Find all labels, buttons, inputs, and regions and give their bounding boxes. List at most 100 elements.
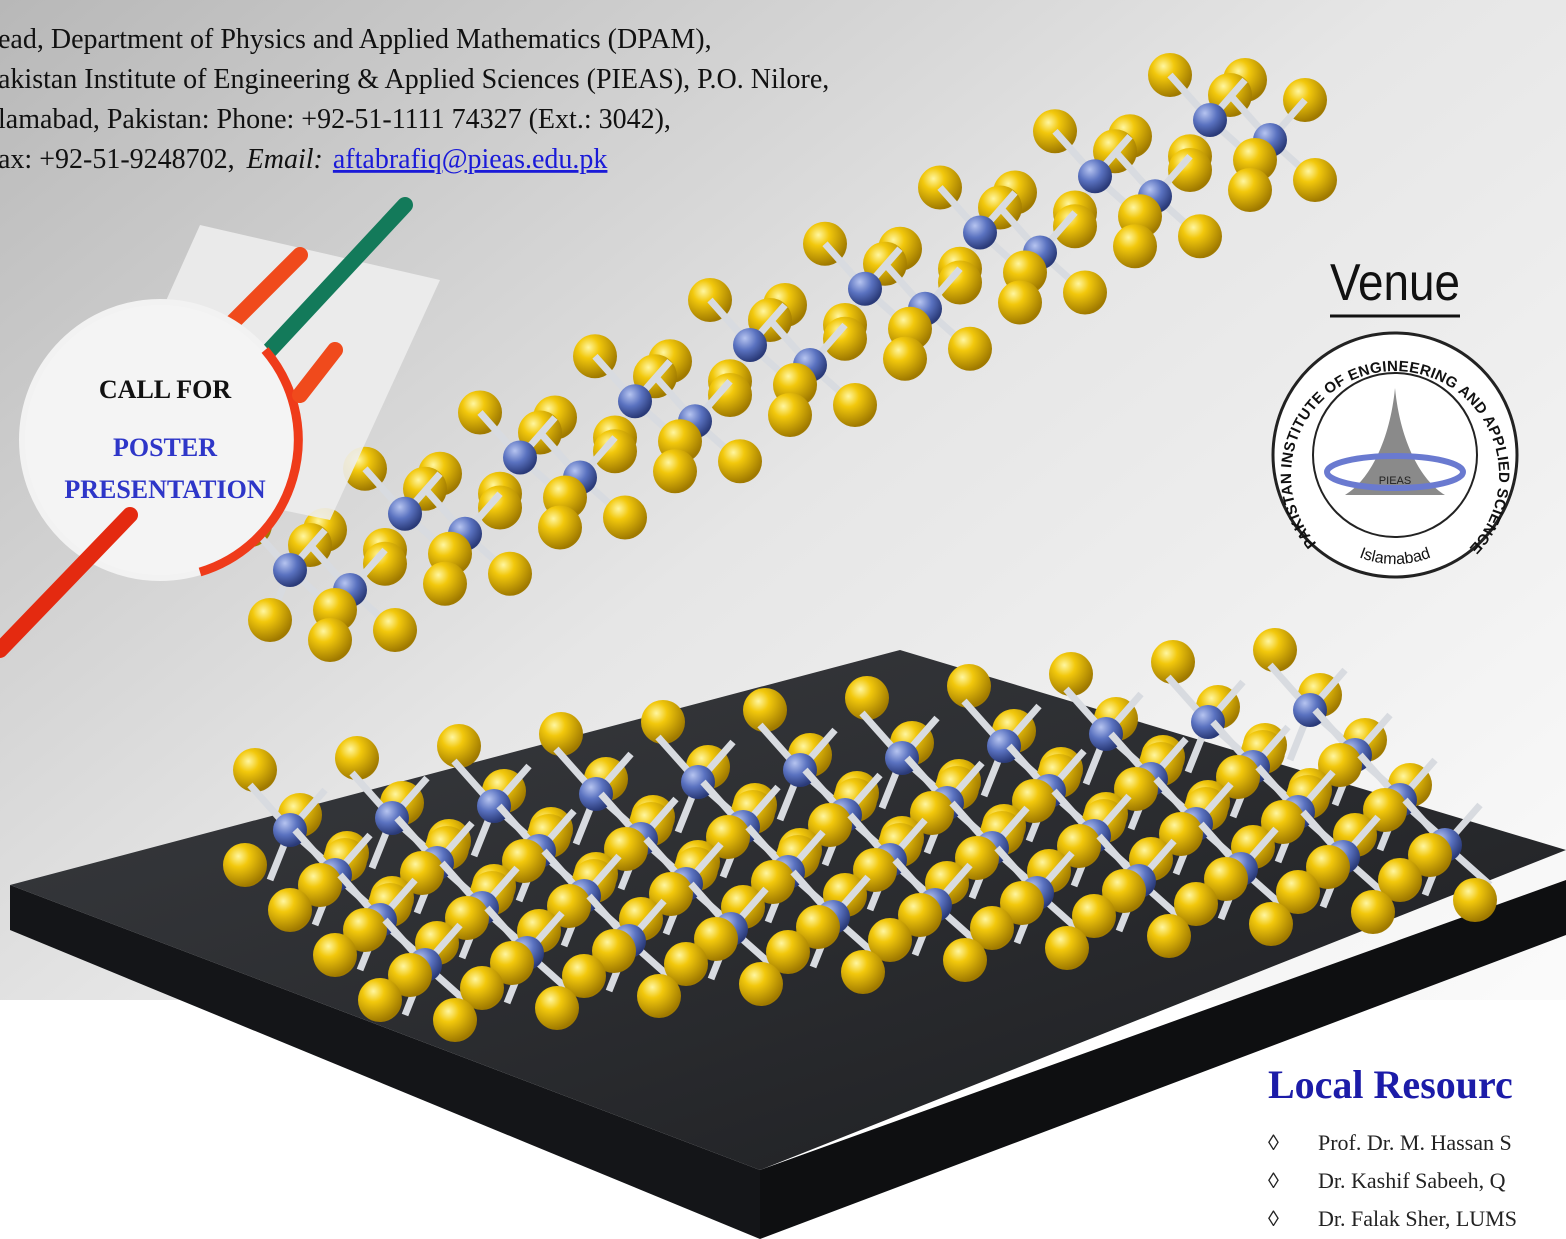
- sulfur-atom: [488, 551, 532, 596]
- sulfur-atom: [1072, 894, 1116, 938]
- resource-item: Dr. Kashif Sabeeh, Q: [1318, 1168, 1506, 1193]
- sulfur-atom: [823, 316, 867, 361]
- sulfur-atom: [433, 998, 477, 1042]
- stripe: [262, 197, 413, 358]
- sulfur-atom: [743, 688, 787, 732]
- badge-arc: [198, 347, 303, 577]
- logo-ring: [1324, 453, 1466, 491]
- sulfur-atom: [223, 843, 267, 887]
- sulfur-atom: [898, 893, 942, 937]
- sulfur-atom: [1049, 652, 1093, 696]
- sulfur-atom: [664, 942, 708, 986]
- metal-atom: [503, 440, 537, 475]
- sulfur-atom: [1113, 224, 1157, 269]
- sulfur-atom: [388, 953, 432, 997]
- sulfur-atom: [970, 906, 1014, 950]
- sulfur-atom: [868, 918, 912, 962]
- sulfur-atom: [1000, 881, 1044, 925]
- bullet: ◊: [1268, 1206, 1279, 1231]
- sulfur-atom: [248, 598, 292, 642]
- sulfur-atom: [1063, 270, 1107, 315]
- sulfur-atom: [313, 933, 357, 977]
- contact-line: ead, Department of Physics and Applied M…: [0, 24, 712, 55]
- sulfur-atom: [373, 608, 417, 652]
- sulfur-atom: [535, 986, 579, 1030]
- sulfur-atom: [538, 505, 582, 550]
- sulfur-atom: [1378, 858, 1422, 902]
- resource-item: Dr. Falak Sher, LUMS: [1318, 1206, 1517, 1231]
- badge-text: CALL FOR: [99, 375, 231, 404]
- sulfur-atom: [1276, 870, 1320, 914]
- sulfur-atom: [593, 429, 637, 474]
- slab-right: [760, 880, 1566, 1239]
- resources-title: Local Resourc: [1268, 1062, 1513, 1107]
- sulfur-atom: [948, 326, 992, 371]
- sulfur-atom: [796, 905, 840, 949]
- sulfur-atom: [766, 930, 810, 974]
- bullet: ◊: [1268, 1130, 1279, 1155]
- metal-atom: [618, 384, 652, 419]
- sulfur-atom: [1306, 845, 1350, 889]
- sulfur-atom: [363, 541, 407, 586]
- sulfur-atom: [1045, 926, 1089, 970]
- logo-center: PIEAS: [1379, 475, 1411, 487]
- email-label: Email:: [246, 144, 323, 175]
- contact: ead, Department of Physics and Applied M…: [0, 24, 829, 175]
- sulfur-atom: [943, 938, 987, 982]
- contact-line: lamabad, Pakistan: Phone: +92-51-1111 74…: [0, 104, 671, 135]
- sulfur-atom: [845, 676, 889, 720]
- sulfur-atom: [1228, 168, 1272, 212]
- sulfur-atom: [1174, 882, 1218, 926]
- sulfur-atom: [641, 700, 685, 744]
- badge: CALL FOR POSTER PRESENTATION: [0, 197, 440, 658]
- sulfur-atom: [947, 664, 991, 708]
- sulfur-atom: [1102, 869, 1146, 913]
- sulfur-atom: [841, 950, 885, 994]
- sulfur-atom: [1453, 878, 1497, 922]
- sulfur-atom: [298, 863, 342, 907]
- sulfur-atom: [358, 978, 402, 1022]
- sulfur-atom: [708, 373, 752, 417]
- resource-item: Prof. Dr. M. Hassan S: [1318, 1130, 1512, 1155]
- sulfur-atom: [637, 974, 681, 1018]
- stripe: [292, 342, 343, 403]
- sulfur-atom: [1249, 902, 1293, 946]
- contact-line: akistan Institute of Engineering & Appli…: [0, 64, 829, 95]
- sulfur-atom: [998, 280, 1042, 325]
- sulfur-atom: [739, 962, 783, 1006]
- slab-left: [10, 885, 760, 1239]
- metal-atom: [1193, 103, 1227, 137]
- venue-title: Venue: [1330, 254, 1460, 312]
- email-link[interactable]: aftabrafiq@pieas.edu.pk: [333, 144, 608, 175]
- sulfur-atom: [490, 941, 534, 985]
- molecule: [223, 53, 1497, 1042]
- sulfur-atom: [233, 748, 277, 792]
- logo-city: Islamabad: [1357, 545, 1432, 568]
- sulfur-atom: [603, 495, 647, 540]
- sulfur-atom: [478, 485, 522, 530]
- metal-atom: [273, 553, 307, 587]
- sulfur-atom: [1408, 833, 1452, 877]
- sulfur-atom: [883, 336, 927, 381]
- sulfur-atom: [592, 929, 636, 973]
- logo-city-path: Islamabad: [1357, 545, 1432, 568]
- sulfur-atom: [1253, 628, 1297, 672]
- slab-top: [10, 650, 1566, 1170]
- sulfur-atom: [437, 724, 481, 768]
- sulfur-atom: [718, 439, 762, 484]
- metal-atom: [963, 215, 997, 250]
- fax: ax: +92-51-9248702,: [0, 144, 235, 175]
- sulfur-atom: [1053, 204, 1097, 249]
- metal-atom: [1078, 159, 1112, 194]
- sulfur-atom: [562, 954, 606, 998]
- sulfur-atom: [335, 736, 379, 780]
- sulfur-atom: [1351, 890, 1395, 934]
- sulfur-atom: [833, 383, 877, 427]
- sulfur-atom: [460, 966, 504, 1010]
- metal-atom: [848, 271, 882, 306]
- sulfur-atom: [539, 712, 583, 756]
- sulfur-atom: [1147, 914, 1191, 958]
- sulfur-atom: [1151, 640, 1195, 684]
